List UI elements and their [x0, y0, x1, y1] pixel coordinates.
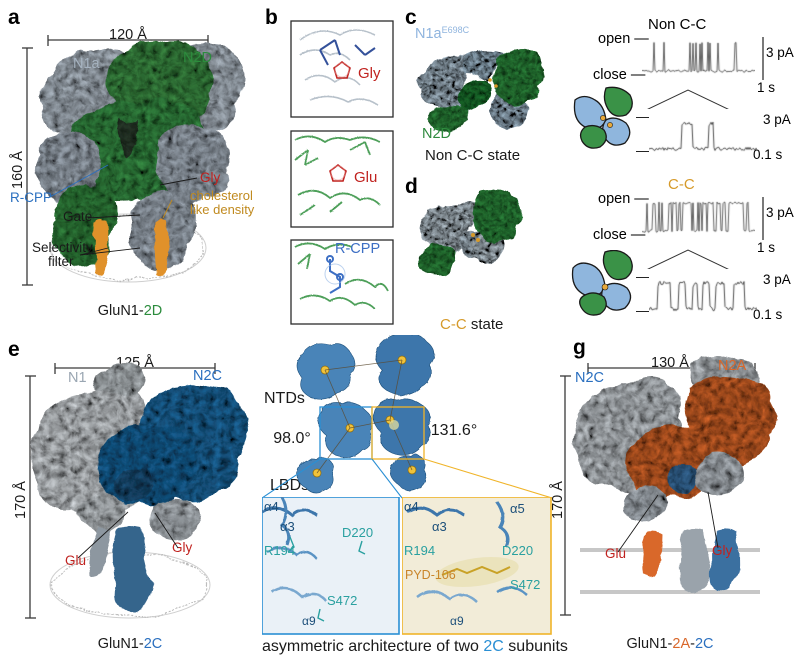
svg-text:GluN1-2A-2C: GluN1-2A-2C — [626, 636, 713, 652]
svg-text:N2C: N2C — [193, 368, 222, 384]
svg-text:D220: D220 — [502, 543, 533, 558]
svg-text:130 Å: 130 Å — [651, 354, 689, 371]
svg-text:Gate: Gate — [63, 209, 92, 224]
svg-text:α5: α5 — [510, 501, 525, 516]
svg-text:Gly: Gly — [712, 543, 733, 558]
svg-text:filter: filter — [48, 254, 74, 269]
svg-text:α3: α3 — [432, 519, 447, 534]
svg-text:170 Å: 170 Å — [12, 481, 29, 519]
svg-text:α4: α4 — [264, 499, 279, 514]
svg-text:GluN1-2D: GluN1-2D — [98, 303, 162, 319]
svg-text:α4: α4 — [404, 499, 419, 514]
svg-text:131.6°: 131.6° — [431, 422, 477, 439]
svg-text:N2C: N2C — [575, 370, 604, 386]
svg-text:Gly: Gly — [172, 540, 193, 555]
svg-text:N2A: N2A — [718, 358, 747, 374]
svg-text:α3: α3 — [280, 519, 295, 534]
svg-text:PYD-106: PYD-106 — [405, 568, 456, 582]
svg-text:Glu: Glu — [65, 553, 86, 568]
svg-text:Gly: Gly — [358, 65, 381, 82]
svg-text:Glu: Glu — [354, 169, 377, 186]
svg-text:Glu: Glu — [605, 546, 626, 561]
svg-text:like density: like density — [190, 202, 255, 217]
svg-text:GluN1-2C: GluN1-2C — [98, 636, 162, 652]
svg-text:α9: α9 — [450, 614, 464, 628]
svg-text:S472: S472 — [327, 593, 357, 608]
svg-text:N2D: N2D — [183, 50, 212, 66]
svg-text:Gly: Gly — [200, 170, 221, 185]
svg-text:NTDs: NTDs — [264, 390, 305, 407]
svg-text:N1a: N1a — [73, 56, 101, 72]
svg-text:N2D: N2D — [422, 126, 451, 142]
svg-text:cholesterol: cholesterol — [190, 188, 253, 203]
svg-text:C-C state: C-C state — [440, 316, 503, 333]
svg-text:Non C-C state: Non C-C state — [425, 147, 520, 164]
svg-text:R-CPP: R-CPP — [335, 241, 380, 257]
svg-text:N1aE698C: N1aE698C — [415, 25, 470, 42]
svg-text:S472: S472 — [510, 577, 540, 592]
svg-text:R194: R194 — [404, 543, 435, 558]
svg-text:α9: α9 — [302, 614, 316, 628]
svg-text:R-CPP: R-CPP — [10, 190, 52, 205]
svg-text:160 Å: 160 Å — [9, 151, 26, 189]
svg-text:98.0°: 98.0° — [273, 430, 311, 447]
svg-text:D220: D220 — [342, 525, 373, 540]
svg-text:N1: N1 — [68, 370, 87, 386]
svg-text:120 Å: 120 Å — [109, 26, 147, 43]
svg-text:Selectivity: Selectivity — [32, 240, 93, 255]
